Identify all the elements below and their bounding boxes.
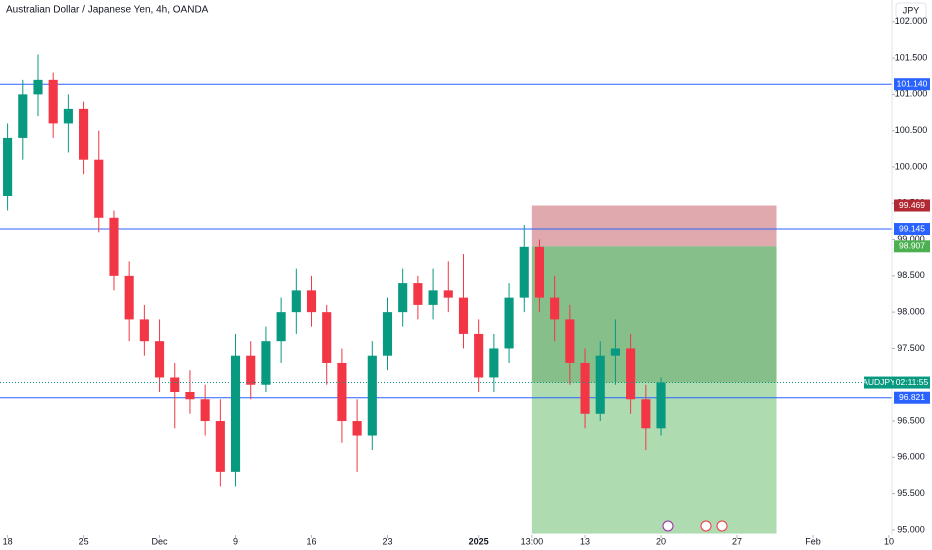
stop-zone — [531, 205, 777, 247]
x-tick-label: Feb — [805, 536, 821, 546]
candle-body — [352, 421, 362, 436]
x-tick-label: 18 — [3, 536, 13, 546]
x-tick-label: 20 — [656, 536, 666, 546]
level-price-label: 96.821 — [899, 392, 925, 402]
candle-body — [367, 355, 377, 436]
candle-body — [154, 341, 165, 378]
candle-body — [185, 391, 195, 400]
candle-body — [580, 362, 590, 414]
candle-body — [170, 377, 180, 392]
symbol-label: AUDJPY — [862, 377, 896, 387]
level-price-label: 101.140 — [897, 78, 928, 88]
candle-body — [124, 275, 134, 320]
y-tick-label: 97.500 — [897, 343, 925, 353]
candle-body — [94, 159, 104, 218]
x-tick-label: 2025 — [469, 536, 489, 546]
y-tick-label: 95.500 — [897, 488, 925, 498]
x-tick-label: 27 — [732, 536, 742, 546]
candle-body — [641, 399, 651, 429]
candle-body — [3, 137, 13, 196]
candle-body — [565, 319, 575, 363]
candle-body — [428, 290, 438, 305]
candle-body — [246, 355, 256, 385]
candle-body — [337, 362, 347, 422]
y-tick-label: 98.500 — [897, 270, 925, 280]
level-price-box — [894, 391, 930, 404]
candle-body — [489, 348, 499, 378]
candle-body — [519, 246, 529, 298]
y-tick-label: 100.500 — [895, 125, 928, 135]
y-tick-label: 99.000 — [897, 234, 925, 244]
x-tick-label: 13 — [580, 536, 590, 546]
candle-body — [291, 290, 301, 313]
target-zone — [531, 246, 777, 534]
x-tick-label: 25 — [79, 536, 89, 546]
candle-body — [534, 246, 545, 298]
x-tick-label: 9 — [233, 536, 238, 546]
candle-body — [79, 108, 89, 160]
candle-body — [610, 348, 620, 356]
candle-body — [626, 348, 636, 400]
entry-price-label: 98.907 — [899, 241, 925, 251]
y-tick-label: 98.000 — [897, 307, 925, 317]
candle-body — [656, 382, 666, 429]
chart-title: Australian Dollar / Japanese Yen, 4h, OA… — [6, 5, 209, 16]
candle-body — [261, 341, 271, 385]
timer-box — [894, 376, 930, 389]
y-tick-label: 102.000 — [895, 16, 928, 26]
y-tick-label: 101.500 — [895, 52, 928, 62]
x-tick-label: 16 — [307, 536, 317, 546]
level-price-box — [894, 78, 930, 91]
y-tick-label: 96.000 — [897, 452, 925, 462]
currency-button[interactable] — [895, 2, 927, 19]
candle-body — [398, 283, 408, 313]
x-tick-label: 10 — [884, 536, 894, 546]
candle-body — [382, 312, 393, 356]
symbol-box — [864, 376, 894, 389]
candle-body — [48, 79, 58, 124]
y-tick-label: 95.000 — [897, 524, 925, 534]
candle-body — [215, 421, 225, 472]
candle-body — [230, 355, 241, 472]
level-price-label: 99.145 — [899, 223, 925, 233]
x-tick-label: Dec — [152, 536, 169, 546]
entry-price-box — [894, 240, 930, 253]
candle-body — [550, 297, 560, 320]
stop-price-box — [894, 199, 930, 212]
x-tick-label: 23 — [382, 536, 392, 546]
candle-body — [413, 283, 423, 305]
level-price-box — [894, 223, 930, 236]
candle-body — [458, 297, 469, 334]
candle-body — [306, 290, 317, 313]
candle-body — [322, 312, 332, 363]
candle-body — [504, 297, 514, 349]
timer-label: 02:11:55 — [896, 377, 929, 387]
candle-body — [200, 399, 210, 422]
candle-body — [33, 79, 43, 95]
x-tick-label: 13:00 — [521, 536, 544, 546]
currency-label: JPY — [903, 5, 920, 15]
candle-body — [63, 108, 73, 124]
y-tick-label: 100.000 — [895, 161, 928, 171]
stop-price-label: 99.469 — [899, 200, 925, 210]
candle-body — [139, 319, 149, 342]
y-tick-label: 101.000 — [895, 89, 928, 99]
y-tick-label: 96.500 — [897, 415, 925, 425]
candle-body — [18, 94, 28, 138]
plot-area — [0, 54, 892, 534]
candle-body — [474, 333, 484, 378]
candle-body — [276, 312, 286, 342]
bottom-icons — [662, 520, 728, 532]
candle-body — [443, 290, 453, 298]
candle-body — [109, 217, 119, 276]
candle-body — [595, 355, 605, 414]
